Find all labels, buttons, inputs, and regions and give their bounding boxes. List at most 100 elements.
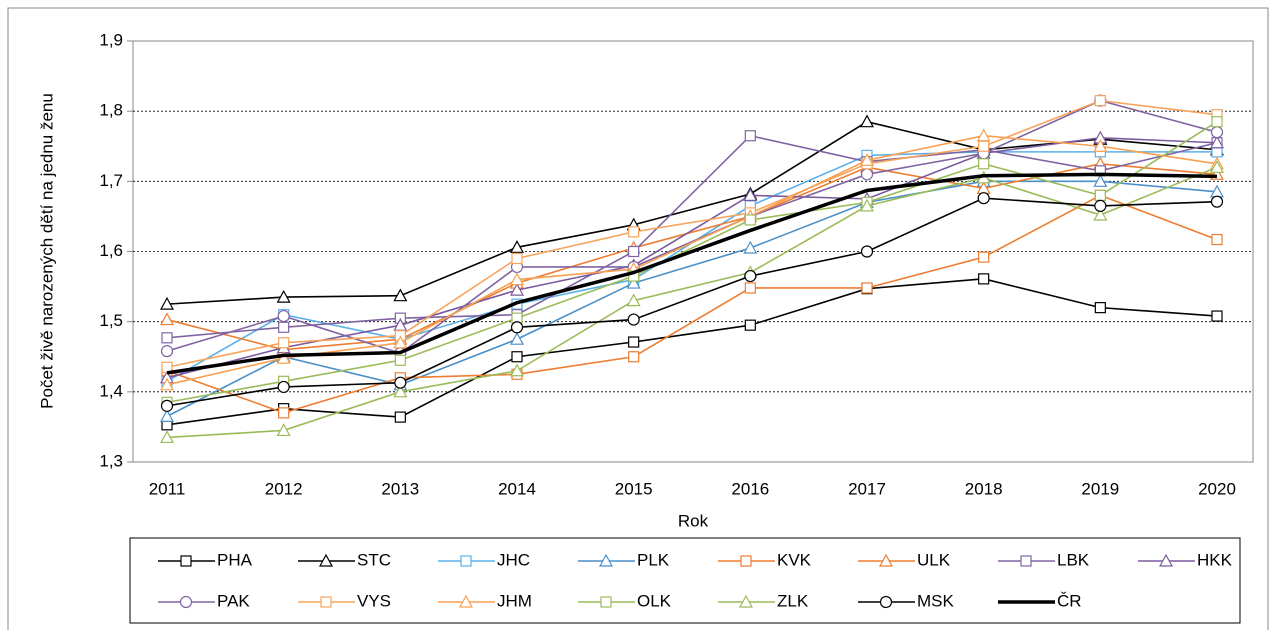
marker [860,168,874,181]
legend-label: ČR [1057,591,1082,610]
marker [1211,310,1223,322]
x-tick-label: 2015 [615,479,653,498]
marker [394,376,407,389]
marker [1094,302,1106,314]
marker [393,335,408,349]
marker [1020,555,1032,567]
marker [276,423,291,437]
legend-box [129,537,1241,624]
marker [859,198,875,212]
marker [627,313,640,326]
marker [1210,126,1224,139]
marker [1093,207,1108,221]
series-line [166,197,1218,407]
marker [976,128,991,142]
marker [460,555,472,567]
series-line [166,137,1218,379]
marker [159,312,175,326]
x-tick-label: 2016 [731,479,769,498]
marker [878,553,894,567]
series-line [166,194,1218,414]
marker [743,188,758,201]
marker [509,240,525,253]
marker [180,555,192,567]
legend-label: OLK [637,591,672,610]
marker [393,288,408,302]
series-line [166,151,1217,383]
x-tick-label: 2014 [498,479,536,498]
marker [740,555,752,567]
marker [277,309,290,323]
x-tick-label: 2011 [149,479,186,498]
y-tick-label: 1,5 [99,311,123,330]
series-line [166,99,1218,355]
legend-label: PHA [217,550,253,569]
marker [278,407,290,419]
marker [179,595,193,609]
marker [744,319,756,331]
marker [278,337,290,349]
marker [1094,199,1107,212]
marker [628,226,640,238]
marker [978,140,990,152]
y-tick-label: 1,8 [99,101,123,120]
y-tick-label: 1,6 [99,241,123,260]
y-axis-label: Počet živě narozených dětí na jednu ženu [37,93,56,409]
marker [277,380,290,394]
marker [626,275,641,289]
legend-label: KVK [777,550,812,569]
marker [159,377,175,391]
marker [160,399,174,412]
marker [276,289,291,303]
marker [1211,146,1223,158]
marker [509,282,525,296]
marker [879,595,893,609]
marker [1211,116,1223,128]
marker [628,245,640,258]
marker [1209,135,1225,149]
marker [1158,553,1174,567]
marker [628,336,640,348]
x-tick-label: 2019 [1081,479,1119,498]
x-axis-label: Rok [678,511,709,530]
marker [1093,138,1108,152]
x-tick-label: 2013 [381,479,419,498]
marker [744,214,756,226]
marker [159,430,175,444]
x-tick-label: 2012 [265,479,303,498]
marker [394,354,406,366]
series-line [166,121,1218,404]
marker [509,331,525,345]
marker [600,596,612,608]
legend-label: JHM [497,591,532,610]
y-tick-label: 1,7 [99,171,123,190]
marker [161,332,173,344]
marker [318,553,334,567]
marker [977,192,990,205]
legend-label: HKK [1197,550,1233,569]
marker [1209,160,1225,173]
y-tick-label: 1,3 [99,451,123,470]
marker [860,245,874,258]
series-line [166,134,1218,386]
legend-label: VYS [357,591,391,610]
marker [511,252,523,265]
marker [1094,95,1106,107]
marker [159,296,175,310]
x-tick-label: 2017 [848,479,886,498]
series-line [166,166,1218,439]
marker [511,351,523,363]
legend-label: ZLK [777,591,809,610]
legend-label: JHC [497,550,530,569]
marker [160,345,174,358]
marker [159,409,175,422]
marker [744,282,756,294]
series-line [166,278,1218,426]
series-line [166,134,1218,339]
marker [978,158,990,170]
marker [394,411,406,423]
legend-label: PLK [637,550,670,569]
marker [1210,195,1224,208]
series-line [166,120,1218,305]
